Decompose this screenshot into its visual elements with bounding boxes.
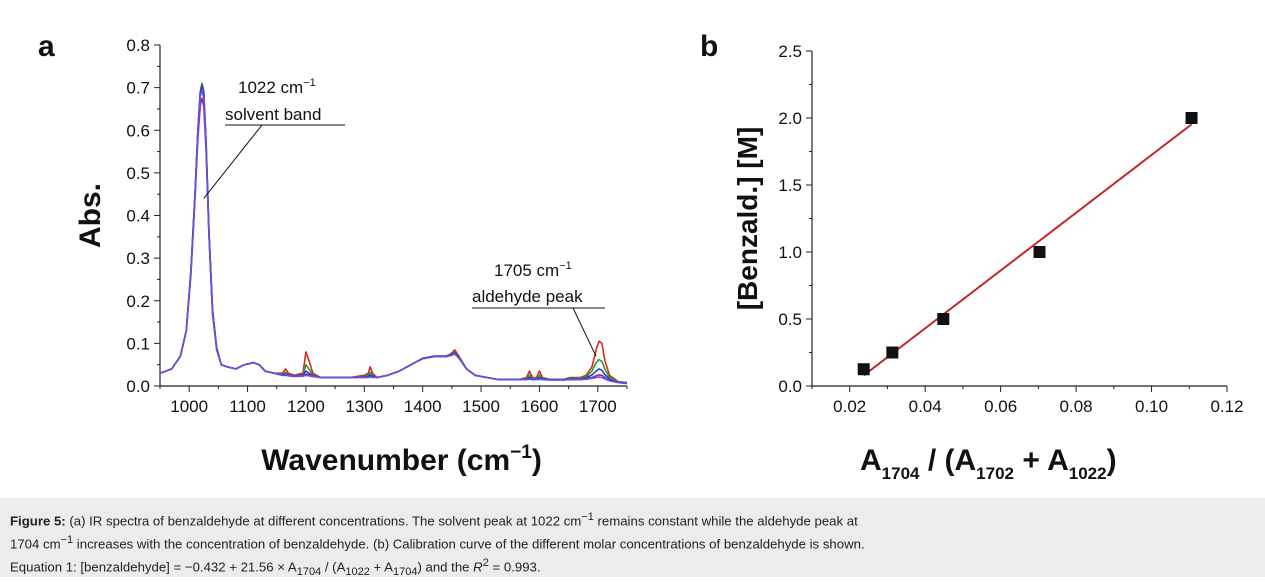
x-tick-label: 1300 (345, 397, 383, 416)
caption-text-1b: remains constant while the aldehyde peak… (593, 513, 858, 529)
caption-eq-mid3: ) and the (417, 559, 474, 575)
caption-eq-mid2: + A (369, 559, 393, 575)
x-tick-label: 1700 (579, 397, 617, 416)
caption-text-1: (a) IR spectra of benzaldehyde at differ… (69, 513, 582, 529)
caption-eq-end: = 0.993. (488, 559, 541, 575)
caption-text-2a: 1704 cm (10, 536, 61, 552)
x-axis-label-close: ) (532, 444, 542, 477)
x-axis-label: Wavenumber (cm−1) (261, 442, 542, 477)
y-tick-label: 0.4 (126, 207, 150, 226)
y-axis-label: Abs. (74, 183, 107, 248)
y-tick-label: 0.6 (126, 121, 150, 140)
data-point (937, 313, 950, 325)
caption-r-sup: 2 (482, 556, 489, 569)
spectrum-line-4 (159, 97, 628, 385)
x-tick-label: 0.12 (1210, 397, 1243, 416)
caption-sub-a: 1704 (296, 565, 322, 578)
y-tick-label: 0.0 (126, 377, 150, 396)
annotation-solvent-leader (203, 124, 263, 199)
x-axis-label-sup: −1 (510, 442, 532, 463)
annotation-solvent-value: 1022 cm (238, 78, 303, 97)
data-point (1033, 246, 1046, 258)
y-tick-label: 0.0 (778, 377, 802, 396)
x-tick-label: 0.02 (833, 397, 866, 416)
y-tick-label: 0.2 (126, 292, 150, 311)
x-axis-label-main: Wavenumber (cm (261, 444, 510, 477)
caption-r-italic: R (473, 559, 483, 575)
y-tick-label: 2.5 (778, 42, 802, 61)
caption-eq-prefix: Equation 1: [benzaldehyde] = −0.432 + 21… (10, 559, 297, 575)
fit-line (863, 123, 1193, 377)
y-tick-label: 0.3 (126, 249, 150, 268)
y-tick-label: 1.5 (778, 176, 802, 195)
annotation-solvent-wavenumber: 1022 cm−1 (238, 77, 316, 97)
annotation-aldehyde-value: 1705 cm (494, 261, 559, 280)
caption-eq-mid1: / (A (321, 559, 346, 575)
spectrum-line-5 (159, 89, 628, 385)
y-tick-label: 0.8 (126, 36, 150, 55)
x-axis-label-part: + A (1014, 444, 1069, 477)
annotation-solvent-band: solvent band (225, 105, 321, 124)
x-tick-label: 0.10 (1135, 397, 1168, 416)
y-tick-label: 0.5 (126, 164, 150, 183)
x-tick-label: 1400 (404, 397, 442, 416)
caption-line-2: 1704 cm−1 increases with the concentrati… (10, 531, 1253, 554)
caption-line-1: Figure 5: (a) IR spectra of benzaldehyde… (10, 508, 1253, 531)
caption-line-3: Equation 1: [benzaldehyde] = −0.432 + 21… (10, 554, 1253, 582)
data-point (857, 363, 870, 376)
x-tick-label: 1000 (170, 397, 208, 416)
y-tick-label: 0.7 (126, 79, 150, 98)
caption-sub-c: 1704 (392, 565, 418, 578)
x-tick-label: 0.08 (1060, 397, 1093, 416)
data-point (886, 346, 899, 359)
x-tick-label: 1100 (229, 397, 266, 416)
annotation-aldehyde-sup: −1 (559, 260, 572, 272)
x-axis-label-part: / (A (920, 444, 977, 477)
x-tick-label: 1200 (287, 397, 325, 416)
panel-b-label: b (700, 30, 718, 63)
spectrum-line-3 (159, 84, 628, 384)
caption-text-2b: increases with the concentration of benz… (73, 536, 865, 552)
annotation-aldehyde-peak: aldehyde peak (472, 287, 583, 306)
x-tick-label: 0.06 (984, 397, 1017, 416)
spectrum-line-2 (159, 82, 628, 384)
caption-sup-1: −1 (581, 511, 594, 523)
x-axis-label-sub: 1704 (882, 464, 920, 483)
caption-sub-b: 1022 (345, 565, 370, 578)
x-axis-label-sub: 1702 (976, 464, 1014, 483)
spectrum-line-1 (159, 82, 628, 384)
y-axis-label: [Benzald.] [M] (732, 127, 763, 311)
annotation-aldehyde-wavenumber: 1705 cm−1 (494, 260, 572, 280)
x-axis-label: A1704 / (A1702 + A1022) (860, 444, 1117, 483)
y-tick-label: 0.5 (778, 310, 802, 329)
annotation-aldehyde-leader (572, 307, 597, 357)
figure-caption: Figure 5: (a) IR spectra of benzaldehyde… (0, 498, 1265, 578)
panel-a: a 0.0 0.1 0.2 0.3 0.4 0.5 0.6 0.7 0.8 1000 1100 1200… (38, 30, 628, 477)
y-tick-label: 1.0 (778, 243, 802, 262)
x-axis-label-sub: 1022 (1069, 464, 1107, 483)
caption-label: Figure 5: (10, 513, 66, 529)
x-tick-label: 0.04 (909, 397, 942, 416)
panel-a-label: a (38, 30, 55, 63)
x-tick-label: 1600 (521, 397, 559, 416)
y-tick-label: 2.0 (778, 109, 802, 128)
figure-charts: a 0.0 0.1 0.2 0.3 0.4 0.5 0.6 0.7 0.8 1000 1100 1200… (38, 30, 1244, 483)
panel-b: b 0.0 0.5 1.0 1.5 2.0 2.5 0.02 0.04 0.06 0.08 0.10 0… (700, 30, 1244, 483)
y-tick-label: 0.1 (126, 334, 150, 353)
data-point (1185, 112, 1198, 124)
x-axis-label-part: A (860, 444, 882, 477)
caption-sup-2: −1 (60, 533, 74, 546)
x-axis-label-part: ) (1107, 444, 1117, 477)
annotation-solvent-sup: −1 (303, 77, 316, 89)
x-tick-label: 1500 (462, 397, 500, 416)
